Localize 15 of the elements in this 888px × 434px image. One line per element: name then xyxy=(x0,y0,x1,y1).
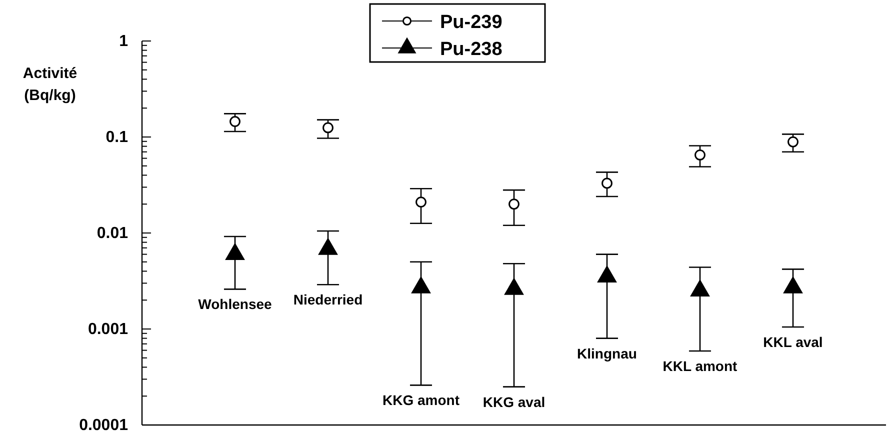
x-tick-label: Niederried xyxy=(293,292,363,308)
x-tick-label: Wohlensee xyxy=(198,296,272,312)
y-tick-label: 0.0001 xyxy=(79,417,128,434)
y-tick-label: 1 xyxy=(119,33,128,50)
x-tick-label: KKL aval xyxy=(763,334,823,350)
x-tick-label: KKG aval xyxy=(482,394,546,410)
y-tick-label: 0.01 xyxy=(96,225,128,242)
x-tick-label: Klingnau xyxy=(577,345,637,362)
x-tick-label: KKG amont xyxy=(382,392,460,408)
legend-label: Pu-239 xyxy=(440,12,502,33)
y-tick-label: 0.1 xyxy=(106,129,128,146)
x-tick-label: KKL amont xyxy=(662,358,738,374)
y-tick-label: 0.001 xyxy=(88,321,128,338)
y-axis-title: Activité (Bq/kg) xyxy=(22,65,78,104)
legend-label: Pu-238 xyxy=(440,39,502,60)
